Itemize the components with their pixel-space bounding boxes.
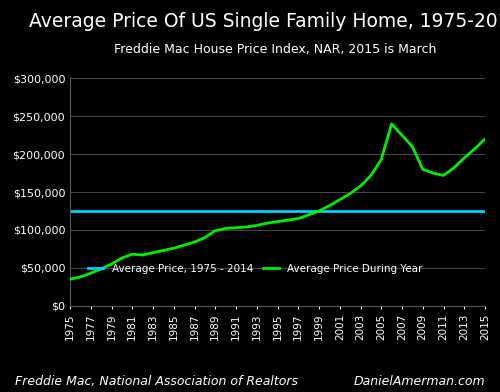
Average Price During Year [244,225,250,229]
Average Price, 1975 - 2014 [461,209,467,213]
Average Price During Year [399,133,405,138]
Average Price During Year [337,197,343,202]
Average Price, 1975 - 2014 [171,209,177,213]
Average Price During Year [451,165,457,170]
Line: Average Price During Year: Average Price During Year [70,124,485,279]
Average Price During Year [264,221,270,225]
Average Price During Year [192,240,198,245]
Average Price, 1975 - 2014 [378,209,384,213]
Average Price, 1975 - 2014 [368,209,374,213]
Average Price, 1975 - 2014 [119,209,125,213]
Average Price During Year [410,144,416,149]
Average Price During Year [67,277,73,281]
Average Price During Year [181,243,187,247]
Average Price During Year [472,147,478,151]
Average Price During Year [222,226,228,231]
Average Price During Year [358,184,364,189]
Average Price, 1975 - 2014 [98,209,104,213]
Average Price During Year [430,171,436,176]
Average Price During Year [316,209,322,213]
Average Price During Year [171,246,177,250]
Average Price During Year [388,122,394,126]
Average Price During Year [129,252,135,257]
Average Price During Year [88,271,94,276]
Average Price, 1975 - 2014 [202,209,208,213]
Average Price, 1975 - 2014 [410,209,416,213]
Average Price, 1975 - 2014 [233,209,239,213]
Average Price, 1975 - 2014 [108,209,114,213]
Average Price, 1975 - 2014 [160,209,166,213]
Average Price During Year [347,191,353,196]
Average Price, 1975 - 2014 [306,209,312,213]
Average Price During Year [378,157,384,162]
Average Price, 1975 - 2014 [420,209,426,213]
Average Price, 1975 - 2014 [440,209,446,213]
Average Price During Year [98,267,104,271]
Average Price, 1975 - 2014 [388,209,394,213]
Average Price, 1975 - 2014 [358,209,364,213]
Text: DanielAmerman.com: DanielAmerman.com [354,375,485,388]
Legend: Average Price, 1975 - 2014, Average Price During Year: Average Price, 1975 - 2014, Average Pric… [84,260,427,278]
Average Price, 1975 - 2014 [192,209,198,213]
Average Price, 1975 - 2014 [451,209,457,213]
Average Price, 1975 - 2014 [399,209,405,213]
Average Price, 1975 - 2014 [88,209,94,213]
Average Price, 1975 - 2014 [244,209,250,213]
Average Price, 1975 - 2014 [212,209,218,213]
Average Price During Year [254,223,260,228]
Average Price During Year [295,216,301,221]
Average Price, 1975 - 2014 [129,209,135,213]
Average Price During Year [140,252,145,257]
Average Price During Year [212,229,218,233]
Average Price, 1975 - 2014 [150,209,156,213]
Average Price, 1975 - 2014 [264,209,270,213]
Average Price During Year [461,156,467,160]
Average Price During Year [78,275,84,279]
Average Price, 1975 - 2014 [285,209,291,213]
Average Price, 1975 - 2014 [482,209,488,213]
Average Price, 1975 - 2014 [316,209,322,213]
Average Price, 1975 - 2014 [222,209,228,213]
Text: Freddie Mac, National Association of Realtors: Freddie Mac, National Association of Rea… [15,375,298,388]
Text: Freddie Mac House Price Index, NAR, 2015 is March: Freddie Mac House Price Index, NAR, 2015… [114,43,436,56]
Average Price, 1975 - 2014 [472,209,478,213]
Average Price During Year [420,167,426,172]
Average Price During Year [274,219,280,224]
Average Price During Year [233,225,239,230]
Average Price, 1975 - 2014 [326,209,332,213]
Average Price, 1975 - 2014 [274,209,280,213]
Average Price, 1975 - 2014 [67,209,73,213]
Average Price During Year [440,173,446,178]
Average Price, 1975 - 2014 [181,209,187,213]
Average Price During Year [202,235,208,240]
Average Price During Year [482,137,488,142]
Average Price During Year [108,262,114,267]
Text: Average Price Of US Single Family Home, 1975-2015: Average Price Of US Single Family Home, … [29,12,500,31]
Average Price, 1975 - 2014 [78,209,84,213]
Average Price, 1975 - 2014 [347,209,353,213]
Average Price During Year [160,248,166,253]
Average Price, 1975 - 2014 [254,209,260,213]
Average Price, 1975 - 2014 [295,209,301,213]
Average Price During Year [306,212,312,217]
Average Price During Year [285,218,291,223]
Average Price During Year [119,256,125,260]
Average Price, 1975 - 2014 [430,209,436,213]
Average Price During Year [150,250,156,255]
Average Price During Year [326,203,332,208]
Average Price During Year [368,173,374,178]
Average Price, 1975 - 2014 [140,209,145,213]
Average Price, 1975 - 2014 [337,209,343,213]
